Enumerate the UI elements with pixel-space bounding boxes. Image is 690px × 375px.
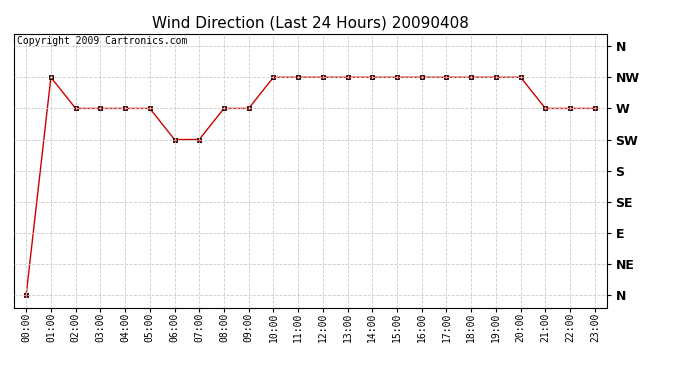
Text: Copyright 2009 Cartronics.com: Copyright 2009 Cartronics.com [17,36,187,46]
Text: Wind Direction (Last 24 Hours) 20090408: Wind Direction (Last 24 Hours) 20090408 [152,15,469,30]
